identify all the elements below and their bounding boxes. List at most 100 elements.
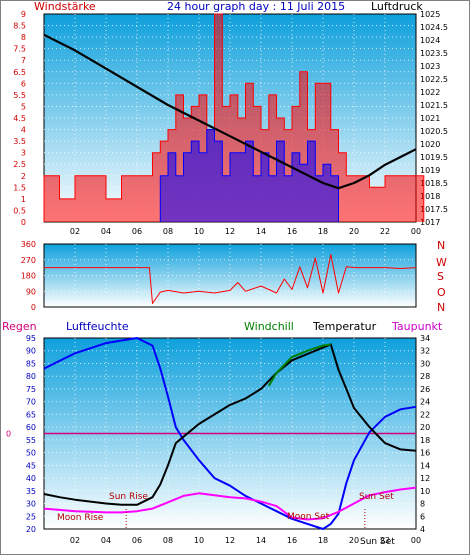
temperature-tick-label: 34 <box>420 334 430 343</box>
wind-direction-series <box>44 254 417 304</box>
wind-tick-label: 8.5 <box>13 22 26 31</box>
pressure-tick-label: 1021.5 <box>420 101 448 110</box>
temperature-tick-label: 8 <box>420 500 425 509</box>
x-tick-label: 18 <box>318 536 328 545</box>
x-tick-label: 10 <box>194 536 204 545</box>
pressure-tick-label: 1025 <box>420 10 440 19</box>
temperature-tick-label: 20 <box>420 423 430 432</box>
pressure-tick-label: 1023 <box>420 62 440 71</box>
moon-set-label: Moon Set <box>287 512 330 522</box>
temperature-legend: Temperatur <box>313 320 377 333</box>
pressure-axis-title: Luftdruck <box>371 0 423 13</box>
wind-axis-title: Windstärke <box>34 0 96 13</box>
pressure-tick-label: 1023.5 <box>420 49 448 58</box>
direction-tick-label: 270 <box>21 256 36 265</box>
pressure-tick-label: 1024.5 <box>420 23 448 32</box>
humidity-tick-label: 40 <box>26 474 36 483</box>
pressure-tick-label: 1022.5 <box>420 75 448 84</box>
x-tick-label: 22 <box>380 227 390 236</box>
humidity-tick-label: 30 <box>26 500 36 509</box>
direction-tick-label: 360 <box>21 240 36 249</box>
x-tick-label: 16 <box>287 536 297 545</box>
humidity-tick-label: 75 <box>26 385 36 394</box>
wind-tick-label: 8 <box>21 33 26 42</box>
temperature-tick-label: 14 <box>420 461 430 470</box>
compass-o: O <box>437 286 446 299</box>
humidity-series <box>43 337 417 530</box>
rain-tick-label: 0 <box>6 430 11 439</box>
temperature-tick-label: 30 <box>420 359 430 368</box>
x-tick-label: 06 <box>132 227 142 236</box>
temperature-tick-label: 24 <box>420 398 430 407</box>
temperature-tick-label: 4 <box>420 525 425 534</box>
temperature-tick-label: 28 <box>420 372 430 381</box>
x-tick-label: 02 <box>70 536 80 545</box>
compass-n-bottom: N <box>437 301 446 314</box>
x-tick-label: 04 <box>101 227 111 236</box>
temperature-tick-label: 6 <box>420 512 425 521</box>
humidity-tick-label: 50 <box>26 449 36 458</box>
moon-rise-label: Moon Rise <box>57 513 104 523</box>
wind-tick-label: 0 <box>21 218 26 227</box>
wind-tick-label: 1.5 <box>13 183 26 192</box>
x-tick-label: 20 <box>349 227 359 236</box>
x-tick-label: 04 <box>101 536 111 545</box>
humidity-tick-label: 85 <box>26 359 36 368</box>
humidity-tick-label: 45 <box>26 461 36 470</box>
pressure-tick-label: 1020 <box>420 140 440 149</box>
x-tick-label: 16 <box>287 227 297 236</box>
pressure-tick-label: 1022 <box>420 88 440 97</box>
wind-tick-label: 7 <box>21 56 26 65</box>
direction-tick-label: 90 <box>26 287 36 296</box>
pressure-tick-label: 1019.5 <box>420 153 448 162</box>
wind-tick-label: 3 <box>21 149 26 158</box>
wind-pressure-chart: 00.511.522.533.544.555.566.577.588.59101… <box>13 10 448 236</box>
temperature-tick-label: 10 <box>420 487 430 496</box>
temperature-tick-label: 26 <box>420 385 430 394</box>
windchill-series <box>267 343 331 387</box>
wind-tick-label: 3.5 <box>13 137 26 146</box>
humidity-tick-label: 20 <box>26 525 36 534</box>
wind-tick-label: 6.5 <box>13 68 26 77</box>
humidity-tick-label: 25 <box>26 512 36 521</box>
wind-tick-label: 4.5 <box>13 114 26 123</box>
windchill-legend: Windchill <box>244 320 294 333</box>
temperature-tick-label: 22 <box>420 410 430 419</box>
temperature-tick-label: 16 <box>420 449 430 458</box>
x-tick-label: 22 <box>380 536 390 545</box>
wind-tick-label: 6 <box>21 79 26 88</box>
wind-tick-label: 1 <box>21 195 26 204</box>
direction-tick-label: 180 <box>21 272 36 281</box>
humidity-axis-title: Luftfeuchte <box>66 320 129 333</box>
wind-tick-label: 9 <box>21 10 26 19</box>
direction-tick-label: 0 <box>31 303 36 312</box>
wind-tick-label: 7.5 <box>13 45 26 54</box>
humidity-tick-label: 60 <box>26 423 36 432</box>
wind-tick-label: 5 <box>21 102 26 111</box>
temperature-series <box>43 343 417 506</box>
rain-axis-title: Regen <box>2 320 37 333</box>
wind-direction-chart: 0 90 180 270 360 <box>21 240 417 312</box>
pressure-tick-label: 1018.5 <box>420 179 448 188</box>
x-tick-label: 12 <box>225 536 235 545</box>
wind-tick-label: 4 <box>21 126 26 135</box>
x-tick-label: 00 <box>411 227 421 236</box>
x-tick-label: 08 <box>163 227 173 236</box>
x-tick-label: 18 <box>318 227 328 236</box>
pressure-series <box>43 33 417 190</box>
humidity-tick-label: 70 <box>26 398 36 407</box>
pressure-tick-label: 1017.5 <box>420 205 448 214</box>
sun-rise-label: Sun Rise <box>109 492 148 502</box>
x-tick-label: 06 <box>132 536 142 545</box>
humidity-tick-label: 55 <box>26 436 36 445</box>
pressure-tick-label: 1021 <box>420 114 440 123</box>
compass-n-top: N <box>437 239 446 252</box>
temperature-tick-label: 18 <box>420 436 430 445</box>
wind-tick-label: 0.5 <box>13 206 26 215</box>
pressure-tick-label: 1020.5 <box>420 127 448 136</box>
dewpoint-legend: Taupunkt <box>392 320 443 333</box>
humidity-tick-label: 90 <box>26 347 36 356</box>
pressure-tick-label: 1024 <box>420 36 440 45</box>
sun-set-label: Sun Set <box>359 492 394 502</box>
